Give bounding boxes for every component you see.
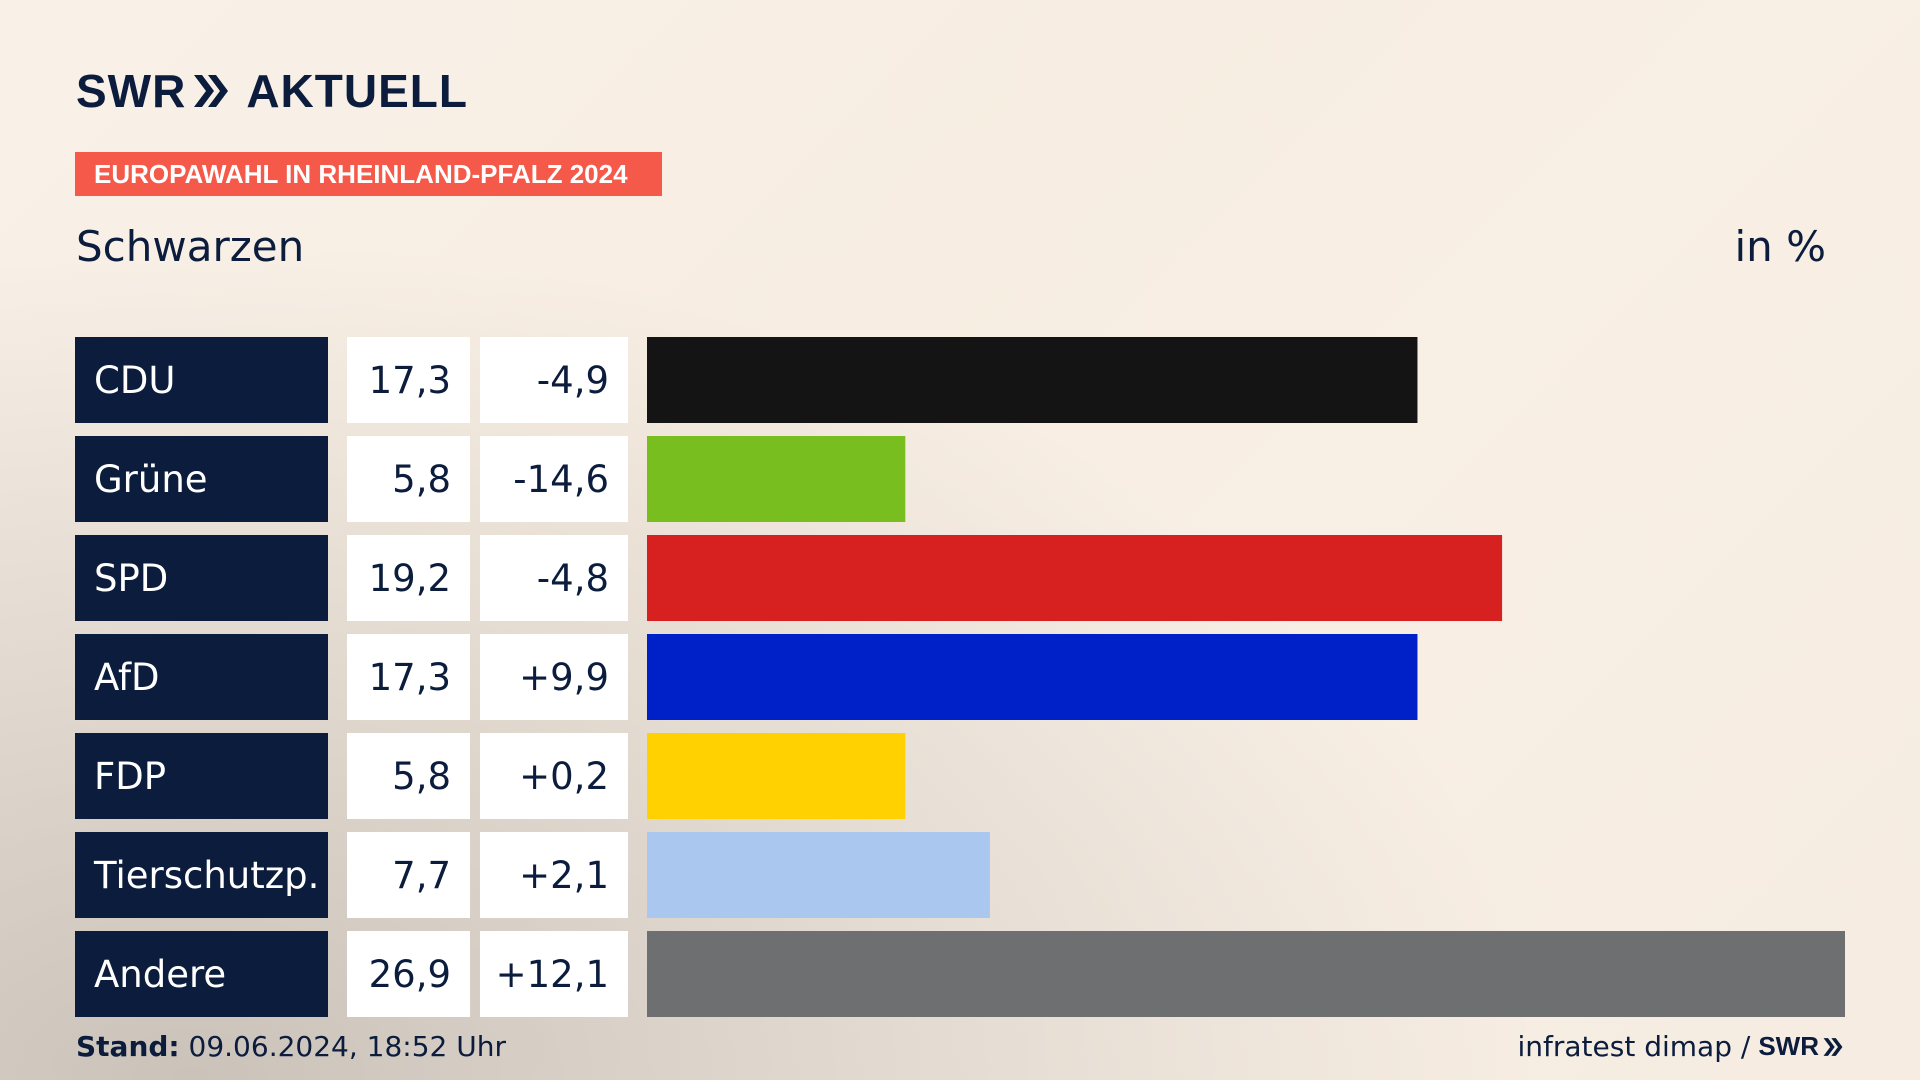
swr-small-logo-text: SWR	[1758, 1031, 1819, 1061]
diff-label: +12,1	[496, 953, 609, 996]
unit-label: in %	[1734, 222, 1826, 271]
party-label-box	[75, 436, 328, 522]
diff-label: +9,9	[519, 656, 609, 699]
logo-section: AKTUELL	[246, 65, 468, 117]
diff-box	[480, 832, 628, 918]
logo-brand: SWR	[76, 65, 187, 117]
diff-label: -4,8	[537, 557, 609, 600]
value-box	[347, 337, 470, 423]
swr-aktuell-logo: SWR AKTUELL	[76, 65, 468, 117]
chart-subtitle: Schwarzen	[76, 222, 305, 271]
value-box	[347, 832, 470, 918]
result-bar	[647, 832, 990, 918]
value-label: 17,3	[369, 359, 451, 402]
value-label: 7,7	[392, 854, 451, 897]
diff-label: +0,2	[519, 755, 609, 798]
party-label-box	[75, 832, 328, 918]
stand-label: Stand:	[76, 1030, 180, 1063]
party-label-box	[75, 733, 328, 819]
party-label-box	[75, 634, 328, 720]
result-bar	[647, 535, 1503, 621]
party-label: AfD	[94, 656, 160, 699]
diff-box	[480, 733, 628, 819]
diff-box	[480, 436, 628, 522]
double-chevron-icon	[192, 73, 230, 109]
value-label: 5,8	[392, 458, 451, 501]
result-bar	[647, 436, 906, 522]
party-label-box	[75, 931, 328, 1017]
small-chevron-icon	[1823, 1037, 1843, 1056]
party-label-box	[75, 535, 328, 621]
source-text: infratest dimap /	[1517, 1030, 1751, 1063]
result-bar	[647, 733, 906, 819]
result-bar	[647, 634, 1418, 720]
party-label: CDU	[94, 359, 175, 402]
stand-value: 09.06.2024, 18:52 Uhr	[188, 1030, 506, 1063]
diff-box	[480, 634, 628, 720]
party-label-box	[75, 337, 328, 423]
party-label: FDP	[94, 755, 166, 798]
value-box	[347, 535, 470, 621]
value-box	[347, 436, 470, 522]
diff-box	[480, 535, 628, 621]
value-box	[347, 634, 470, 720]
result-bar	[647, 931, 1845, 1017]
party-label: SPD	[94, 557, 168, 600]
value-box	[347, 931, 470, 1017]
diff-box	[480, 931, 628, 1017]
footer-stand: Stand: 09.06.2024, 18:52 Uhr	[76, 1030, 506, 1063]
party-label: Grüne	[94, 458, 208, 501]
diff-label: -4,9	[537, 359, 609, 402]
diff-box	[480, 337, 628, 423]
value-label: 19,2	[369, 557, 451, 600]
value-label: 17,3	[369, 656, 451, 699]
footer-source: infratest dimap / SWR	[1518, 1030, 1845, 1063]
swr-small-logo: SWR	[1758, 1031, 1844, 1062]
value-label: 26,9	[369, 953, 451, 996]
value-label: 5,8	[392, 755, 451, 798]
diff-label: +2,1	[519, 854, 609, 897]
value-box	[347, 733, 470, 819]
party-label: Andere	[94, 953, 226, 996]
election-badge: EUROPAWAHL IN RHEINLAND-PFALZ 2024	[75, 152, 662, 196]
diff-label: -14,6	[513, 458, 609, 501]
party-label: Tierschutzp.	[93, 854, 319, 897]
result-bar	[647, 337, 1418, 423]
